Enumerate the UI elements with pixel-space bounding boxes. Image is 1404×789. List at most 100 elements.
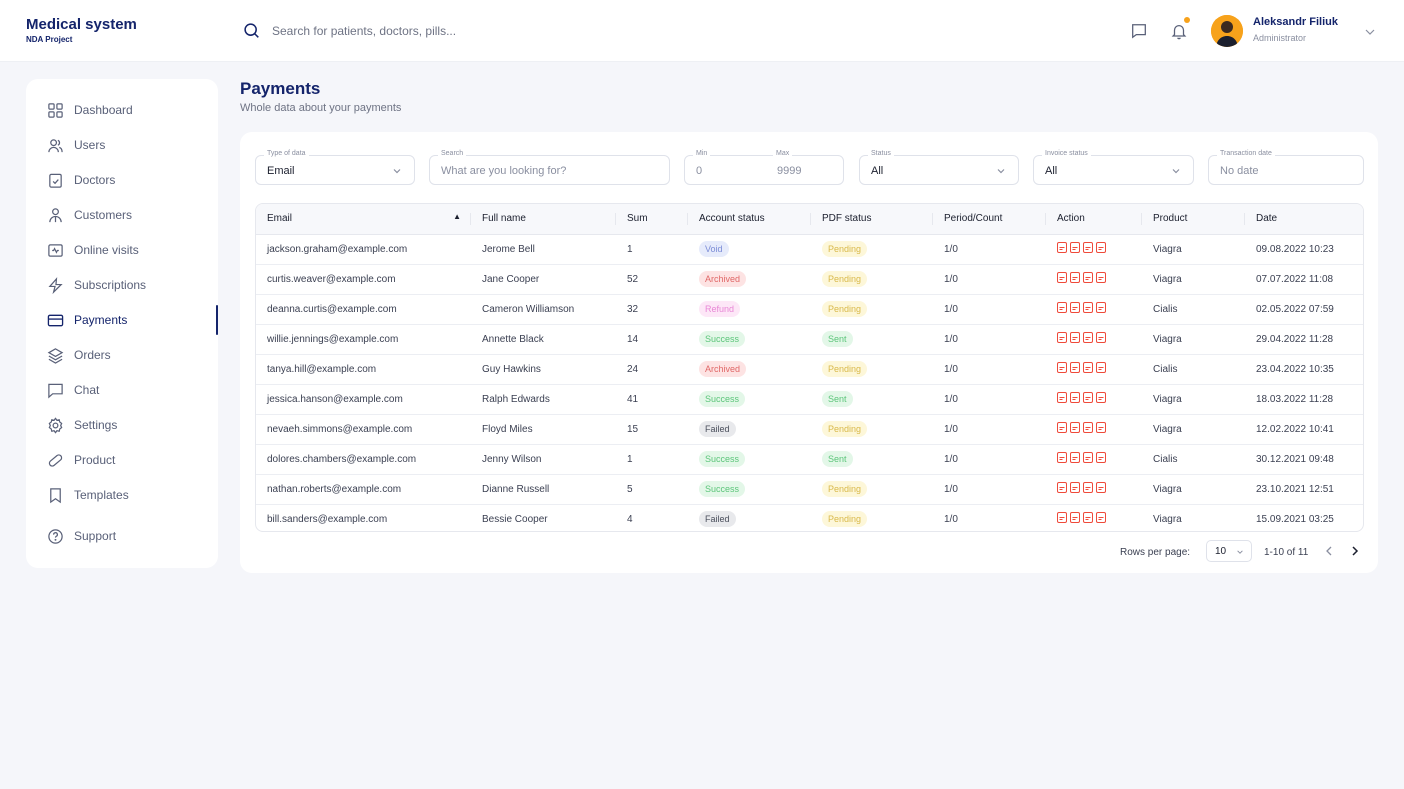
rows-per-page-select[interactable]: 10 bbox=[1206, 540, 1252, 562]
table-row[interactable]: willie.jennings@example.com Annette Black… bbox=[256, 324, 1363, 355]
sidebar-item-dashboard[interactable]: Dashboard bbox=[47, 99, 217, 121]
sidebar-item-online-visits[interactable]: Online visits bbox=[47, 239, 217, 261]
sidebar-item-support[interactable]: Support bbox=[47, 525, 217, 547]
min-value[interactable]: 0 bbox=[696, 165, 703, 177]
chat-icon[interactable] bbox=[1130, 22, 1148, 40]
cell-pdf-status: Pending bbox=[811, 234, 933, 265]
pdf-icon[interactable] bbox=[1057, 332, 1067, 343]
chat-icon bbox=[48, 383, 63, 398]
pdf-icon[interactable] bbox=[1070, 482, 1080, 493]
table-row[interactable]: dolores.chambers@example.com Jenny Wilson… bbox=[256, 444, 1363, 475]
pdf-icon[interactable] bbox=[1070, 512, 1080, 524]
avatar[interactable] bbox=[1211, 15, 1243, 47]
notification-dot bbox=[1184, 17, 1190, 23]
sort-asc-icon[interactable]: ▲ bbox=[453, 212, 461, 221]
global-search-input[interactable] bbox=[272, 23, 672, 38]
sidebar-item-orders[interactable]: Orders bbox=[47, 344, 217, 366]
pdf-icon[interactable] bbox=[1096, 242, 1106, 253]
brand[interactable]: Medical system NDA Project bbox=[26, 16, 137, 44]
cell-pdf-status: Sent bbox=[811, 324, 933, 355]
pdf-icon[interactable] bbox=[1057, 362, 1067, 373]
min-max-range[interactable]: Min Max 0 9999 bbox=[684, 150, 844, 185]
column-header-account-status[interactable]: Account status bbox=[688, 204, 811, 235]
pdf-icon[interactable] bbox=[1096, 512, 1106, 524]
sidebar-item-product[interactable]: Product bbox=[47, 449, 217, 471]
chevron-left-icon[interactable] bbox=[1323, 545, 1335, 557]
pdf-icon[interactable] bbox=[1070, 392, 1080, 403]
pdf-icon[interactable] bbox=[1057, 302, 1067, 313]
sidebar-item-chat[interactable]: Chat bbox=[47, 379, 217, 401]
max-value[interactable]: 9999 bbox=[777, 165, 802, 177]
chevron-down-icon[interactable] bbox=[1363, 25, 1377, 39]
account-status-badge: Refund bbox=[699, 301, 741, 317]
chevron-right-icon[interactable] bbox=[1349, 545, 1361, 557]
transaction-date-picker[interactable]: Transaction date No date bbox=[1208, 150, 1364, 185]
pdf-icon[interactable] bbox=[1083, 452, 1093, 463]
sidebar-item-users[interactable]: Users bbox=[47, 134, 217, 156]
table-row[interactable]: jackson.graham@example.com Jerome Bell 1 Vo… bbox=[256, 234, 1363, 265]
pdf-icon[interactable] bbox=[1070, 302, 1080, 313]
pdf-icon[interactable] bbox=[1083, 392, 1093, 403]
column-header-period-count[interactable]: Period/Count bbox=[933, 204, 1046, 235]
table-row[interactable]: nathan.roberts@example.com Dianne Russell… bbox=[256, 474, 1363, 505]
pdf-icon[interactable] bbox=[1083, 422, 1093, 433]
pdf-icon[interactable] bbox=[1070, 422, 1080, 433]
type-of-data-select[interactable]: Type of data Email bbox=[255, 150, 415, 185]
pdf-icon[interactable] bbox=[1057, 452, 1067, 463]
pdf-icon[interactable] bbox=[1057, 482, 1067, 493]
sidebar-item-settings[interactable]: Settings bbox=[47, 414, 217, 436]
pdf-icon[interactable] bbox=[1096, 392, 1106, 403]
pdf-icon[interactable] bbox=[1057, 512, 1067, 524]
column-header-sum[interactable]: Sum bbox=[616, 204, 688, 235]
column-header-action[interactable]: Action bbox=[1046, 204, 1142, 235]
pdf-icon[interactable] bbox=[1057, 272, 1067, 283]
pdf-icon[interactable] bbox=[1096, 302, 1106, 313]
user-name[interactable]: Aleksandr Filiuk bbox=[1253, 16, 1338, 28]
pdf-icon[interactable] bbox=[1070, 362, 1080, 373]
sidebar-item-payments[interactable]: Payments bbox=[47, 309, 217, 331]
pdf-icon[interactable] bbox=[1096, 272, 1106, 283]
column-header-pdf-status[interactable]: PDF status bbox=[811, 204, 933, 235]
column-header-email[interactable]: Email ▲ bbox=[256, 204, 471, 235]
table-row[interactable]: bill.sanders@example.com Bessie Cooper 4 Fa… bbox=[256, 504, 1363, 531]
column-header-full-name[interactable]: Full name bbox=[471, 204, 616, 235]
sidebar-item-customers[interactable]: Customers bbox=[47, 204, 217, 226]
pdf-icon[interactable] bbox=[1057, 392, 1067, 403]
table-row[interactable]: jessica.hanson@example.com Ralph Edwards 4… bbox=[256, 384, 1363, 415]
pdf-icon[interactable] bbox=[1070, 332, 1080, 343]
cell-full-name: Floyd Miles bbox=[471, 414, 616, 445]
pdf-icon[interactable] bbox=[1083, 482, 1093, 493]
pdf-icon[interactable] bbox=[1096, 482, 1106, 493]
sidebar-item-doctors[interactable]: Doctors bbox=[47, 169, 217, 191]
column-header-date[interactable]: Date bbox=[1245, 204, 1363, 235]
pdf-icon[interactable] bbox=[1083, 362, 1093, 373]
status-select[interactable]: Status All bbox=[859, 150, 1019, 185]
pdf-icon[interactable] bbox=[1057, 242, 1067, 253]
cell-sum: 1 bbox=[616, 234, 688, 265]
pdf-icon[interactable] bbox=[1083, 242, 1093, 253]
pdf-icon[interactable] bbox=[1096, 452, 1106, 463]
column-header-product[interactable]: Product bbox=[1142, 204, 1245, 235]
table-row[interactable]: tanya.hill@example.com Guy Hawkins 24 Archi… bbox=[256, 354, 1363, 385]
table-row[interactable]: deanna.curtis@example.com Cameron William… bbox=[256, 294, 1363, 325]
sidebar-item-label: Orders bbox=[74, 348, 111, 362]
bell-icon[interactable] bbox=[1170, 22, 1188, 40]
pdf-icon[interactable] bbox=[1096, 362, 1106, 373]
table-row[interactable]: nevaeh.simmons@example.com Floyd Miles 15 F… bbox=[256, 414, 1363, 445]
invoice-status-select[interactable]: Invoice status All bbox=[1033, 150, 1194, 185]
pdf-icon[interactable] bbox=[1096, 422, 1106, 433]
pdf-icon[interactable] bbox=[1083, 332, 1093, 343]
pdf-icon[interactable] bbox=[1083, 302, 1093, 313]
pdf-icon[interactable] bbox=[1070, 452, 1080, 463]
search-filter[interactable]: Search What are you looking for? bbox=[429, 150, 670, 185]
pdf-icon[interactable] bbox=[1070, 242, 1080, 253]
sidebar-item-subscriptions[interactable]: Subscriptions bbox=[47, 274, 217, 296]
pdf-icon[interactable] bbox=[1083, 272, 1093, 283]
pdf-icon[interactable] bbox=[1096, 332, 1106, 343]
sidebar-item-templates[interactable]: Templates bbox=[47, 484, 217, 506]
pdf-icon[interactable] bbox=[1083, 512, 1093, 524]
table-row[interactable]: curtis.weaver@example.com Jane Cooper 52 Ar… bbox=[256, 264, 1363, 295]
customer-icon bbox=[49, 207, 62, 222]
pdf-icon[interactable] bbox=[1057, 422, 1067, 433]
pdf-icon[interactable] bbox=[1070, 272, 1080, 283]
